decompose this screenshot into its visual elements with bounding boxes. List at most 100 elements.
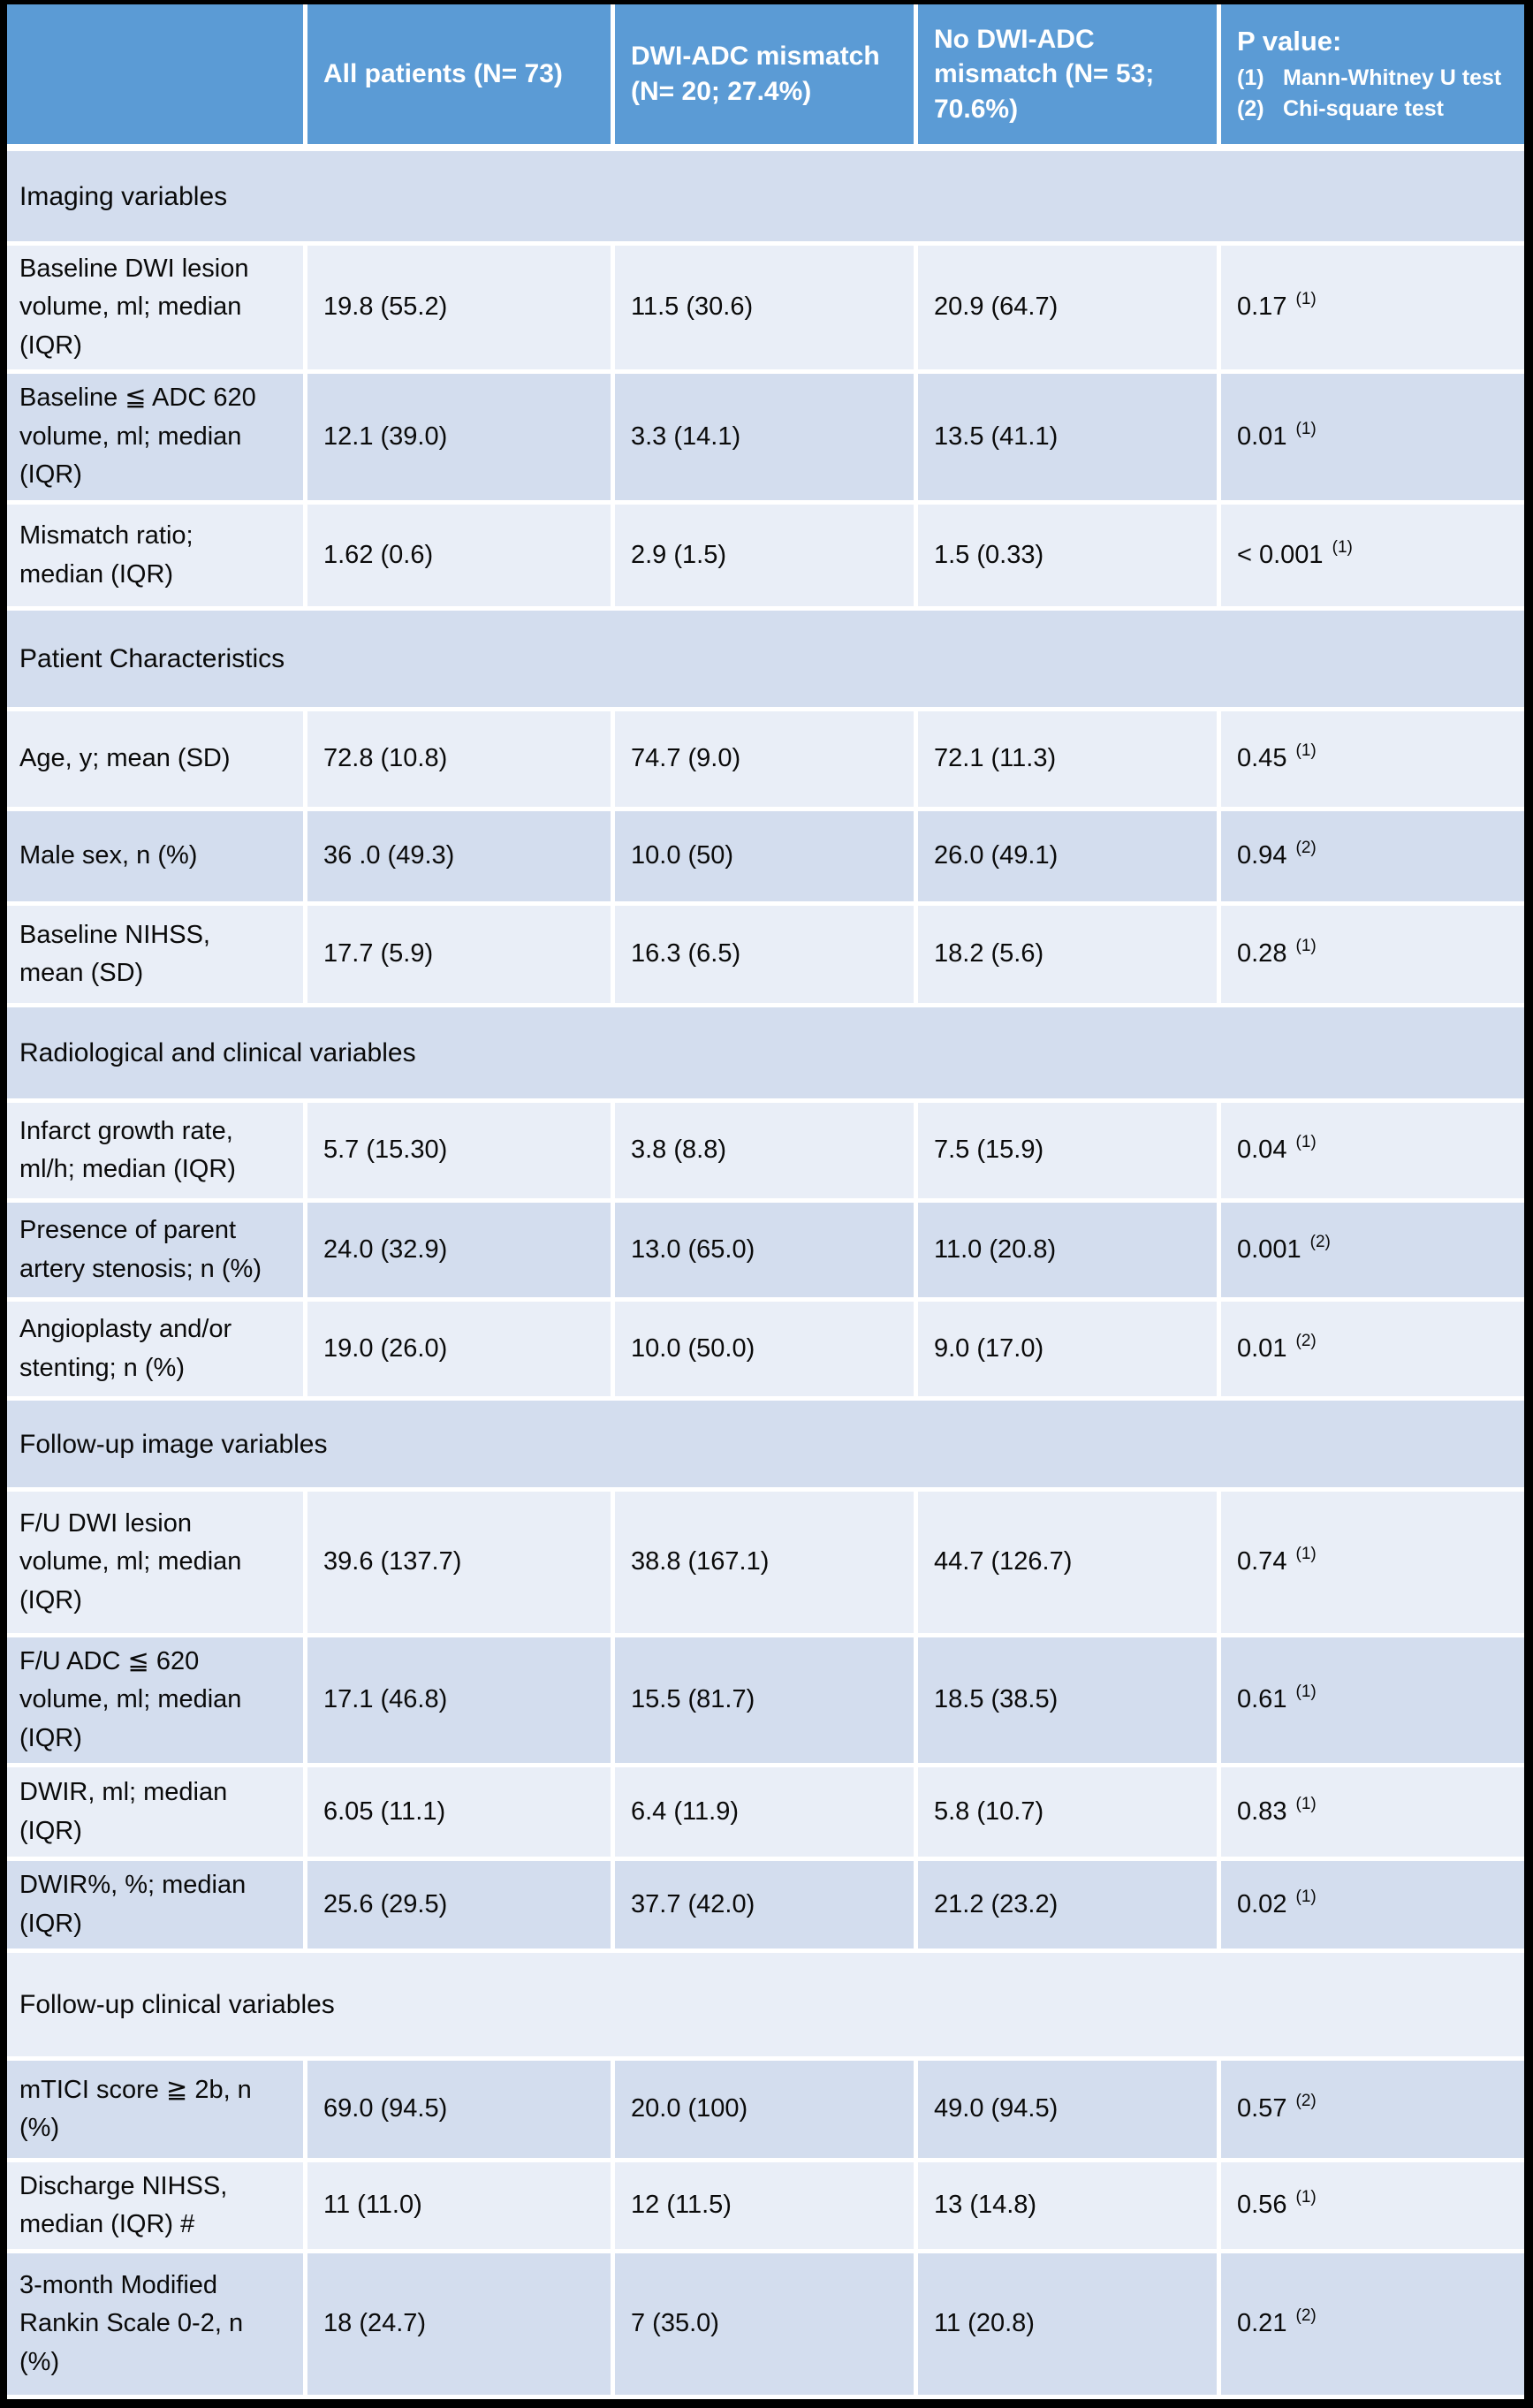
p-value: 0.01 (1237, 422, 1287, 451)
cell-dwi-adc-mismatch: 15.5 (81.7) (615, 1637, 918, 1767)
cell-p-value: < 0.001 (1) (1221, 505, 1524, 611)
cell-dwi-adc-mismatch: 38.8 (167.1) (615, 1492, 918, 1637)
row-label: mTICI score ≧ 2b, n (%) (7, 2061, 307, 2162)
cell-no-dwi-adc-mismatch: 11.0 (20.8) (918, 1203, 1221, 1302)
p-value-method-2-number: (2) (1237, 95, 1264, 121)
cell-dwi-adc-mismatch: 3.8 (8.8) (615, 1103, 918, 1203)
p-value-superscript: (1) (1295, 741, 1317, 761)
header-p-value: P value: (1) Mann-Whitney U test (2) Chi… (1221, 4, 1524, 151)
p-value-superscript: (2) (1295, 2306, 1317, 2326)
p-value-method-1-number: (1) (1237, 65, 1264, 90)
cell-dwi-adc-mismatch: 37.7 (42.0) (615, 1861, 918, 1953)
cell-no-dwi-adc-mismatch: 21.2 (23.2) (918, 1861, 1221, 1953)
cell-no-dwi-adc-mismatch: 13 (14.8) (918, 2162, 1221, 2253)
cell-p-value: 0.94 (2) (1221, 811, 1524, 906)
cell-dwi-adc-mismatch: 74.7 (9.0) (615, 711, 918, 811)
table-row: Infarct growth rate, ml/h; median (IQR) 5… (7, 1103, 1524, 1203)
p-value: 0.57 (1237, 2094, 1287, 2123)
section-row: Imaging variables (7, 151, 1524, 246)
p-value: 0.28 (1237, 939, 1287, 969)
table-body: Imaging variables Baseline DWI lesion vol… (7, 151, 1524, 2399)
table-row: Angioplasty and/or stenting; n (%) 19.0 (… (7, 1302, 1524, 1401)
row-label: Discharge NIHSS, median (IQR) # (7, 2162, 307, 2253)
cell-all-patients: 17.1 (46.8) (307, 1637, 615, 1767)
p-value-superscript: (2) (1309, 1232, 1331, 1251)
p-value-superscript: (1) (1332, 537, 1353, 557)
table-row: Male sex, n (%) 36 .0 (49.3) 10.0 (50) 26.0… (7, 811, 1524, 906)
header-dwi-adc-mismatch: DWI-ADC mismatch (N= 20; 27.4%) (615, 4, 918, 151)
row-label: Age, y; mean (SD) (7, 711, 307, 811)
p-value-superscript: (2) (1295, 839, 1317, 858)
cell-all-patients: 36 .0 (49.3) (307, 811, 615, 906)
p-value-superscript: (1) (1295, 937, 1317, 956)
cell-all-patients: 6.05 (11.1) (307, 1767, 615, 1861)
header-empty-cell (7, 4, 307, 151)
cell-p-value: 0.04 (1) (1221, 1103, 1524, 1203)
cell-no-dwi-adc-mismatch: 13.5 (41.1) (918, 374, 1221, 505)
cell-no-dwi-adc-mismatch: 20.9 (64.7) (918, 246, 1221, 374)
p-value: 0.61 (1237, 1685, 1287, 1714)
p-value: < 0.001 (1237, 540, 1324, 569)
section-title: Radiological and clinical variables (7, 1007, 1524, 1103)
table-row: mTICI score ≧ 2b, n (%) 69.0 (94.5) 20.0 (… (7, 2061, 1524, 2162)
p-value-superscript: (1) (1295, 1887, 1317, 1906)
table-row: Presence of parent artery stenosis; n (%… (7, 1203, 1524, 1302)
p-value-superscript: (2) (1295, 2092, 1317, 2111)
row-label: Mismatch ratio; median (IQR) (7, 505, 307, 611)
section-row: Follow-up clinical variables (7, 1953, 1524, 2061)
statistics-table: All patients (N= 73) DWI-ADC mismatch (N… (7, 4, 1524, 2399)
cell-no-dwi-adc-mismatch: 18.5 (38.5) (918, 1637, 1221, 1767)
cell-all-patients: 11 (11.0) (307, 2162, 615, 2253)
p-value-method-1-label: Mann-Whitney U test (1283, 65, 1502, 90)
p-value-superscript: (1) (1295, 290, 1317, 309)
p-value-superscript: (1) (1295, 2188, 1317, 2207)
cell-all-patients: 18 (24.7) (307, 2253, 615, 2399)
p-value: 0.94 (1237, 841, 1287, 870)
p-value-superscript: (1) (1295, 1683, 1317, 1702)
p-value: 0.21 (1237, 2309, 1287, 2338)
cell-all-patients: 72.8 (10.8) (307, 711, 615, 811)
cell-p-value: 0.61 (1) (1221, 1637, 1524, 1767)
p-value-method-2: (2) Chi-square test (1237, 94, 1510, 125)
cell-no-dwi-adc-mismatch: 5.8 (10.7) (918, 1767, 1221, 1861)
section-row: Patient Characteristics (7, 611, 1524, 711)
cell-no-dwi-adc-mismatch: 7.5 (15.9) (918, 1103, 1221, 1203)
cell-no-dwi-adc-mismatch: 11 (20.8) (918, 2253, 1221, 2399)
table-row: DWIR, ml; median (IQR) 6.05 (11.1) 6.4 (11… (7, 1767, 1524, 1861)
p-value: 0.83 (1237, 1797, 1287, 1826)
p-value: 0.74 (1237, 1547, 1287, 1576)
row-label: F/U DWI lesion volume, ml; median (IQR) (7, 1492, 307, 1637)
cell-no-dwi-adc-mismatch: 49.0 (94.5) (918, 2061, 1221, 2162)
row-label: 3-month Modified Rankin Scale 0-2, n (%) (7, 2253, 307, 2399)
p-value: 0.45 (1237, 744, 1287, 773)
cell-p-value: 0.56 (1) (1221, 2162, 1524, 2253)
table-row: F/U DWI lesion volume, ml; median (IQR) 3… (7, 1492, 1524, 1637)
cell-no-dwi-adc-mismatch: 18.2 (5.6) (918, 906, 1221, 1007)
cell-all-patients: 69.0 (94.5) (307, 2061, 615, 2162)
cell-dwi-adc-mismatch: 13.0 (65.0) (615, 1203, 918, 1302)
p-value: 0.17 (1237, 292, 1287, 322)
cell-p-value: 0.17 (1) (1221, 246, 1524, 374)
p-value-superscript: (1) (1295, 1794, 1317, 1813)
cell-no-dwi-adc-mismatch: 26.0 (49.1) (918, 811, 1221, 906)
row-label: Infarct growth rate, ml/h; median (IQR) (7, 1103, 307, 1203)
p-value-superscript: (2) (1295, 1331, 1317, 1350)
cell-p-value: 0.45 (1) (1221, 711, 1524, 811)
section-title: Follow-up clinical variables (7, 1953, 1524, 2061)
cell-all-patients: 17.7 (5.9) (307, 906, 615, 1007)
row-label: Baseline DWI lesion volume, ml; median (… (7, 246, 307, 374)
section-row: Follow-up image variables (7, 1401, 1524, 1492)
p-value-superscript: (1) (1295, 1545, 1317, 1564)
row-label: Presence of parent artery stenosis; n (%… (7, 1203, 307, 1302)
table-row: Age, y; mean (SD) 72.8 (10.8) 74.7 (9.0) 72… (7, 711, 1524, 811)
p-value: 0.02 (1237, 1889, 1287, 1918)
cell-no-dwi-adc-mismatch: 44.7 (126.7) (918, 1492, 1221, 1637)
cell-dwi-adc-mismatch: 10.0 (50) (615, 811, 918, 906)
header-no-dwi-adc-mismatch: No DWI-ADC mismatch (N= 53; 70.6%) (918, 4, 1221, 151)
cell-dwi-adc-mismatch: 16.3 (6.5) (615, 906, 918, 1007)
table-row: Baseline NIHSS, mean (SD) 17.7 (5.9) 16.3 … (7, 906, 1524, 1007)
row-label: DWIR%, %; median (IQR) (7, 1861, 307, 1953)
cell-no-dwi-adc-mismatch: 72.1 (11.3) (918, 711, 1221, 811)
table-row: Discharge NIHSS, median (IQR) #11 (11.0)… (7, 2162, 1524, 2253)
cell-p-value: 0.02 (1) (1221, 1861, 1524, 1953)
